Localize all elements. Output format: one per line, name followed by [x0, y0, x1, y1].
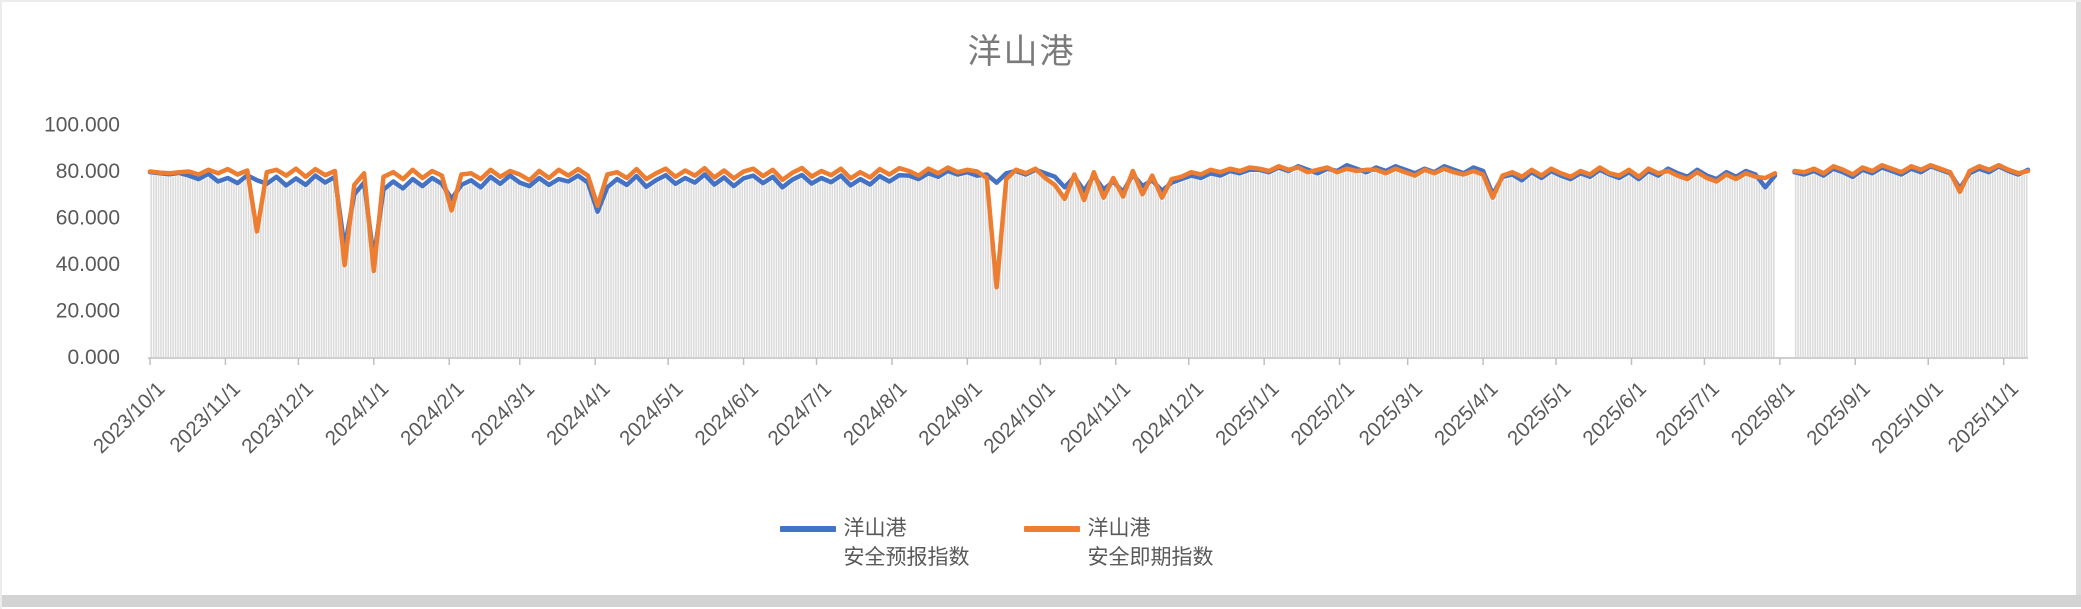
- y-tick-label: 60.000: [56, 207, 120, 230]
- x-tick-label: 2025/3/1: [1355, 377, 1428, 450]
- x-tick-label: 2025/5/1: [1503, 377, 1576, 450]
- legend-label-line2: 安全预报指数: [843, 546, 970, 569]
- x-tick-label: 2024/11/1: [1056, 377, 1136, 457]
- legend-label-line1: 洋山港: [843, 517, 907, 540]
- x-tick-label: 2024/8/1: [839, 377, 912, 450]
- x-tick-label: 2025/4/1: [1430, 377, 1503, 450]
- x-tick-label: 2025/11/1: [1944, 377, 2024, 457]
- spot-index-line[interactable]: [147, 162, 2031, 290]
- x-tick-label: 2023/12/1: [237, 377, 318, 458]
- x-tick-label: 2023/10/1: [89, 377, 170, 458]
- x-tick-label: 2024/3/1: [467, 377, 540, 450]
- x-tick-label: 2025/2/1: [1286, 377, 1359, 450]
- x-tick-label: 2025/1/1: [1211, 377, 1284, 450]
- x-tick-label: 2024/2/1: [396, 377, 469, 450]
- y-axis-labels: 0.000 20.000 40.000 60.000 80.000 100.000: [44, 114, 120, 370]
- x-tick-label: 2024/6/1: [690, 377, 763, 450]
- x-tick-label: 2025/10/1: [1867, 377, 1948, 458]
- legend-item-spot[interactable]: 洋山港 安全即期指数: [1023, 514, 1214, 572]
- y-tick-label: 0.000: [67, 346, 120, 369]
- x-tick-label: 2023/11/1: [165, 377, 245, 457]
- spot-line-swatch: [1023, 526, 1080, 532]
- y-tick-label: 100.000: [44, 114, 120, 137]
- x-tick-label: 2024/10/1: [979, 377, 1060, 458]
- x-tick-label: 2025/9/1: [1802, 377, 1875, 450]
- x-tick-label: 2025/6/1: [1578, 377, 1651, 450]
- x-tick-label: 2024/9/1: [914, 377, 987, 450]
- x-tick-label: 2025/7/1: [1651, 377, 1724, 450]
- x-tick-label: 2024/7/1: [763, 377, 836, 450]
- x-tick-label: 2024/12/1: [1128, 377, 1209, 458]
- x-tick-label: 2024/4/1: [542, 377, 615, 450]
- legend-label-spot: 洋山港 安全即期指数: [1088, 514, 1214, 572]
- y-tick-label: 20.000: [56, 300, 120, 323]
- legend-label-line2: 安全即期指数: [1087, 546, 1214, 569]
- forecast-line-swatch: [779, 526, 836, 532]
- window-right-edge: [2076, 2, 2081, 595]
- y-tick-label: 80.000: [56, 160, 120, 183]
- legend-item-forecast[interactable]: 洋山港 安全预报指数: [779, 514, 970, 572]
- x-tick-label: 2024/1/1: [321, 377, 394, 450]
- legend-label-line1: 洋山港: [1087, 517, 1151, 540]
- x-axis: [148, 357, 2028, 365]
- x-tick-label: 2025/8/1: [1727, 377, 1800, 450]
- x-tick-label: 2024/5/1: [615, 377, 688, 450]
- chart-title[interactable]: 洋山港: [967, 33, 1076, 71]
- legend: 洋山港 安全预报指数 洋山港 安全即期指数: [2, 514, 1991, 572]
- legend-label-forecast: 洋山港 安全预报指数: [844, 514, 970, 572]
- window-bottom-edge: [2, 595, 2081, 607]
- daily-columns: [150, 169, 2028, 358]
- y-tick-label: 40.000: [56, 253, 120, 276]
